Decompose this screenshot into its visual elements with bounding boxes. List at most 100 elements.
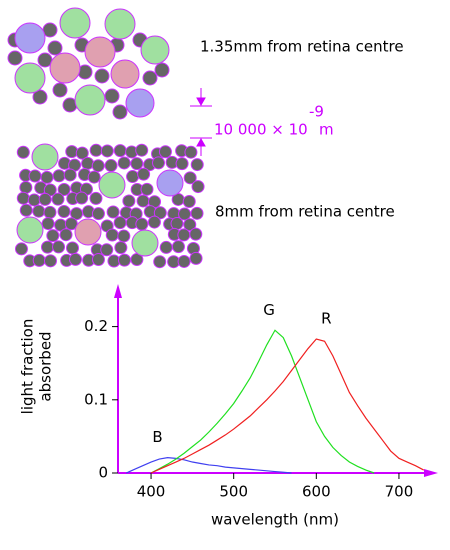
rod-cell (137, 167, 151, 181)
rod-cell (75, 146, 89, 160)
x-tick-label: 500 (219, 483, 248, 501)
rod-cell (175, 157, 189, 171)
series-line (150, 329, 375, 474)
rod-cell (190, 158, 204, 172)
rod-cell (190, 206, 204, 220)
cone-cell (74, 218, 102, 246)
rod-cell (63, 168, 77, 182)
y-axis-arrow (114, 284, 122, 298)
rod-cell (100, 144, 114, 158)
series-label: R (321, 310, 331, 328)
rod-cell (16, 191, 30, 205)
y-tick-label: 0.1 (84, 390, 108, 408)
x-axis-arrow (424, 469, 438, 477)
rod-cell (52, 240, 66, 254)
rod-cell (153, 206, 167, 220)
rod-cell (104, 159, 118, 173)
rod-cell (14, 242, 28, 256)
chart: 0 0.1 0.2 400 500 600 700 wavelength (nm) light … (19, 284, 438, 529)
scale-text: 10 000 × 10 (214, 121, 308, 139)
rod-cell (191, 180, 205, 194)
rod-cell (135, 143, 149, 157)
rod-cell (106, 205, 120, 219)
rod-cell (171, 240, 185, 254)
rod-cell (89, 143, 103, 157)
cone-cell (98, 171, 126, 199)
rod-cell (117, 253, 131, 267)
x-tick-label: 700 (385, 483, 414, 501)
rod-cell (57, 182, 71, 196)
rod-cell (65, 241, 79, 255)
x-tick-label: 600 (302, 483, 331, 501)
rod-cell (126, 170, 140, 184)
rod-cell (87, 170, 101, 184)
rod-cell (170, 217, 184, 231)
y-tick-label: 0 (98, 464, 108, 482)
cone-cell (131, 229, 159, 257)
rod-cell (40, 170, 54, 184)
rod-cell (75, 191, 89, 205)
rod-cell (122, 194, 136, 208)
rod-cell (100, 243, 114, 257)
rod-cell (91, 159, 105, 173)
rod-cell (46, 229, 60, 243)
rod-cell (52, 169, 66, 183)
rod-cell (81, 156, 95, 170)
series-line (126, 457, 292, 474)
cone-cell (31, 143, 59, 171)
rod-cell (19, 203, 33, 217)
rod-cell (183, 218, 197, 232)
rod-cell (38, 192, 52, 206)
rod-cell (184, 145, 198, 159)
rod-cell (140, 182, 154, 196)
rod-cell (183, 171, 197, 185)
rod-cell (159, 240, 173, 254)
series-line (150, 338, 425, 474)
rod-cell (91, 253, 105, 267)
rod-cell (130, 157, 144, 171)
scale-marker (190, 88, 212, 156)
cone-mosaic-fovea (7, 7, 170, 120)
cone-cell (16, 216, 44, 244)
rod-cell (16, 145, 30, 159)
y-axis-label: light fraction (19, 319, 37, 415)
rod-cell (32, 204, 46, 218)
scale-unit: m (319, 121, 334, 139)
rod-cell (19, 180, 33, 194)
rod-cell (147, 215, 161, 229)
rod-cell (158, 145, 172, 159)
rod-cell (51, 192, 65, 206)
rod-cell (89, 191, 103, 205)
rod-cell (182, 195, 196, 209)
mosaic-label: 1.35mm from retina centre (200, 38, 404, 56)
rod-cell (32, 253, 46, 267)
rod-cell (177, 254, 191, 268)
rod-cell (177, 228, 191, 242)
y-tick-label: 0.2 (84, 317, 108, 335)
rod-cell (153, 255, 167, 269)
rod-cell (135, 217, 149, 231)
mosaic-label: 8mm from retina centre (215, 203, 395, 221)
rod-cell (59, 228, 73, 242)
rod-cell (189, 227, 203, 241)
rod-cell (43, 205, 57, 219)
rod-cell (136, 194, 150, 208)
rod-cell (105, 228, 119, 242)
rod-cell (114, 241, 128, 255)
rod-cell (43, 254, 57, 268)
rod-cell (113, 216, 127, 230)
rod-cell (41, 217, 55, 231)
rod-cell (28, 169, 42, 183)
series-label: G (263, 301, 275, 319)
rod-cell (27, 193, 41, 207)
cone-mosaic-periphery (14, 143, 205, 269)
rod-cell (117, 229, 131, 243)
rod-cell (41, 240, 55, 254)
rod-cell (69, 252, 83, 266)
rod-cell (152, 156, 166, 170)
cone-cell (156, 169, 184, 197)
x-tick-label: 400 (137, 483, 166, 501)
rod-cell (57, 205, 71, 219)
rod-cell (91, 207, 105, 221)
